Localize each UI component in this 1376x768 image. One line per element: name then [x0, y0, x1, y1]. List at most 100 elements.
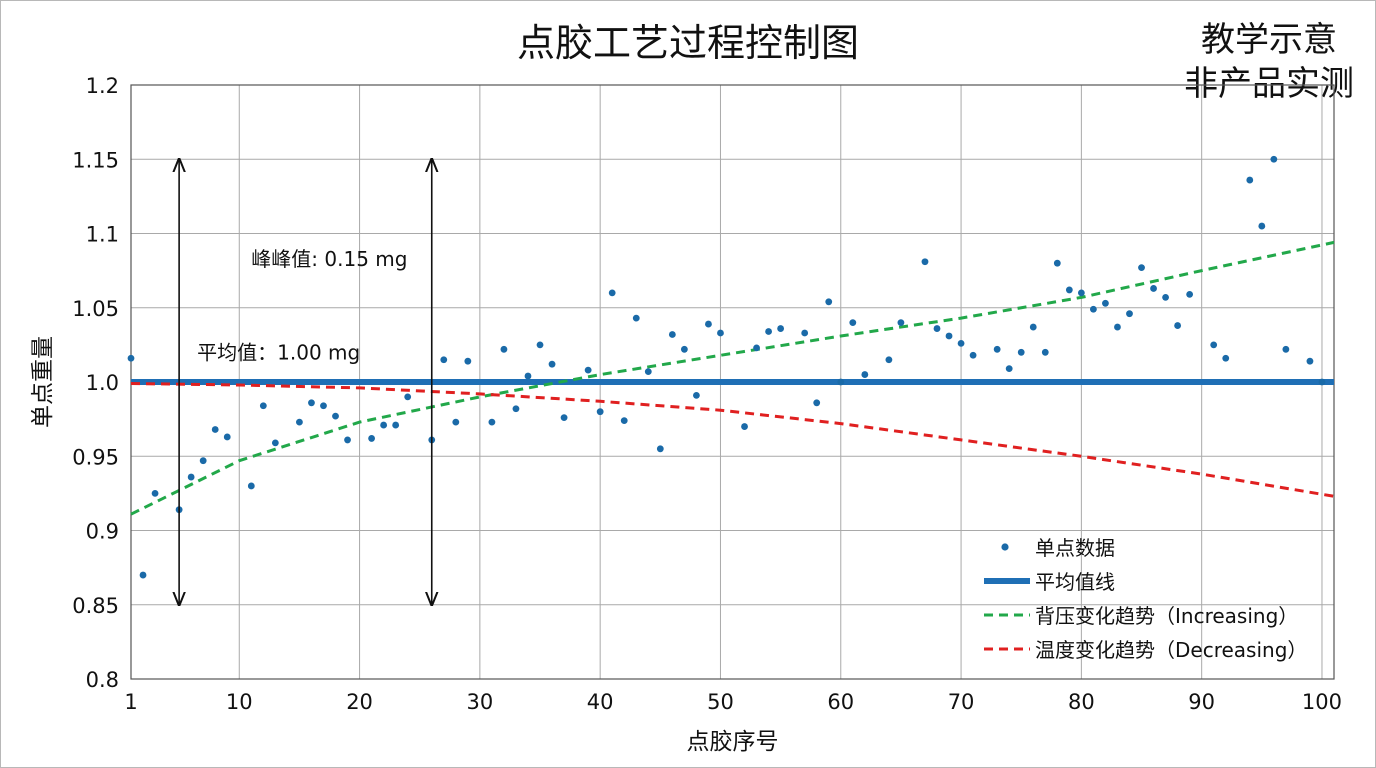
legend-marker-points	[1001, 543, 1009, 551]
mean-label: 平均值：1.00 mg	[197, 341, 360, 365]
data-point	[837, 378, 845, 386]
data-point	[452, 418, 460, 426]
data-point	[993, 345, 1001, 353]
data-point	[1102, 299, 1109, 307]
data-point	[861, 371, 869, 378]
legend-label-points: 单点数据	[1035, 536, 1115, 560]
data-point	[885, 356, 893, 364]
data-point	[1041, 348, 1049, 356]
data-point	[368, 435, 375, 442]
data-point	[344, 436, 351, 444]
data-point	[512, 405, 520, 413]
data-point	[1258, 222, 1266, 230]
data-point	[223, 433, 231, 441]
legend-label-mean: 平均值线	[1035, 570, 1115, 594]
y-tick-label: 0.8	[86, 668, 119, 692]
data-point	[1114, 323, 1121, 331]
data-point	[705, 320, 712, 328]
data-point	[620, 417, 628, 425]
x-tick-label: 10	[226, 690, 253, 714]
data-point	[921, 258, 929, 266]
data-point	[524, 372, 532, 380]
data-point	[500, 345, 508, 353]
data-point	[380, 421, 388, 429]
watermark-line-2: 非产品实测	[1184, 64, 1354, 104]
data-point	[404, 393, 412, 401]
y-tick-label: 1.2	[86, 74, 119, 98]
data-point	[644, 368, 652, 376]
data-point	[1053, 259, 1061, 267]
data-point	[1065, 286, 1073, 294]
watermark: 教学示意 非产品实测	[1184, 18, 1354, 106]
legend-label-decreasing: 温度变化趋势（Decreasing）	[1035, 638, 1307, 662]
data-point	[259, 402, 267, 410]
y-axis-title: 单点重量	[30, 336, 56, 428]
data-point	[1222, 354, 1230, 362]
y-tick-label: 0.9	[86, 520, 119, 544]
data-point	[560, 414, 568, 422]
x-tick-label: 60	[827, 690, 854, 714]
data-point	[1186, 290, 1194, 298]
data-point	[1017, 348, 1025, 356]
data-point	[765, 328, 772, 335]
data-point	[320, 402, 327, 410]
data-point	[296, 418, 303, 426]
y-tick-label: 1.1	[86, 223, 119, 247]
watermark-line-1: 教学示意	[1201, 20, 1337, 60]
data-point	[1126, 310, 1133, 318]
x-tick-label: 50	[707, 690, 734, 714]
data-point	[717, 329, 724, 337]
data-point	[825, 298, 833, 306]
chart-title: 点胶工艺过程控制图	[516, 21, 859, 65]
data-point	[1162, 293, 1169, 301]
data-point	[693, 391, 700, 399]
data-point	[488, 418, 496, 426]
data-point	[187, 473, 195, 481]
data-point	[1282, 345, 1290, 353]
data-point	[957, 339, 965, 347]
data-point	[1210, 341, 1218, 349]
y-tick-label: 1.0	[86, 371, 119, 395]
data-point	[199, 457, 207, 465]
decreasing-trend-line	[130, 382, 1335, 498]
data-point	[127, 354, 135, 362]
data-point	[1246, 176, 1254, 184]
data-point	[969, 351, 977, 359]
x-tick-label: 90	[1188, 690, 1215, 714]
x-axis-title: 点胶序号	[687, 729, 779, 755]
data-point	[656, 445, 664, 453]
data-point	[849, 319, 857, 326]
y-tick-label: 1.15	[72, 148, 119, 172]
data-point	[1174, 322, 1182, 329]
data-point	[596, 408, 604, 416]
x-tick-label: 70	[948, 690, 975, 714]
data-point	[777, 325, 785, 332]
x-tick-label: 40	[587, 690, 614, 714]
data-point	[247, 482, 255, 490]
data-point	[139, 571, 147, 579]
data-point	[632, 314, 640, 322]
data-point	[1150, 285, 1157, 292]
data-point	[1138, 264, 1145, 272]
data-point	[741, 423, 748, 430]
data-point	[897, 319, 905, 326]
y-tick-label: 0.95	[72, 445, 119, 469]
data-point	[464, 357, 472, 365]
y-tick-label: 0.85	[72, 594, 119, 618]
x-tick-label: 100	[1302, 690, 1342, 714]
x-tick-label: 30	[467, 690, 494, 714]
x-tick-label: 20	[346, 690, 373, 714]
data-point	[1270, 155, 1278, 163]
data-point	[945, 332, 953, 340]
data-point	[392, 421, 400, 429]
data-point	[1077, 289, 1085, 297]
data-point	[584, 366, 592, 374]
data-point	[548, 360, 556, 368]
data-point	[440, 356, 448, 364]
data-point	[1005, 365, 1013, 373]
data-point	[536, 341, 544, 349]
data-point	[308, 399, 315, 407]
data-point	[1029, 323, 1037, 331]
data-point	[332, 412, 339, 420]
peak-to-peak-label: 峰峰值: 0.15 mg	[251, 247, 407, 271]
